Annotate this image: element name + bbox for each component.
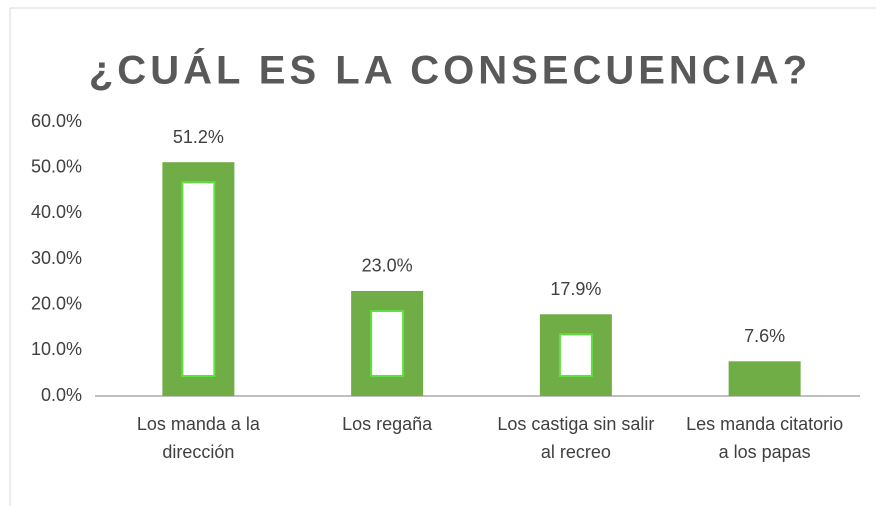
bar-highlight: [370, 309, 405, 378]
y-tick-label: 40.0%: [31, 202, 82, 222]
y-tick-label: 30.0%: [31, 248, 82, 268]
data-label: 23.0%: [362, 256, 413, 276]
y-tick-label: 50.0%: [31, 156, 82, 176]
x-tick-label: Los castiga sin salir al recreo: [497, 414, 655, 462]
bar-highlight: [181, 181, 216, 377]
x-tick-label: Les manda citatorio a los papas: [686, 414, 844, 462]
bar-highlight: [558, 333, 593, 377]
data-label: 7.6%: [744, 326, 785, 346]
x-tick-label: Los manda a la dirección: [136, 414, 260, 462]
y-tick-label: 10.0%: [31, 339, 82, 359]
x-tick-label: Los regaña: [342, 414, 433, 434]
y-tick-label: 60.0%: [31, 111, 82, 131]
bar: [728, 361, 801, 396]
data-label: 17.9%: [550, 279, 601, 299]
chart-title: ¿CUÁL ES LA CONSECUENCIA?: [89, 48, 811, 93]
chart-border: [9, 7, 876, 506]
y-tick-label: 20.0%: [31, 293, 82, 313]
y-tick-label: 0.0%: [41, 385, 82, 405]
data-label: 51.2%: [173, 127, 224, 147]
